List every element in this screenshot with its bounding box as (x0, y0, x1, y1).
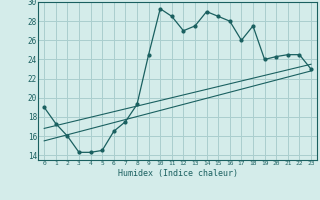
X-axis label: Humidex (Indice chaleur): Humidex (Indice chaleur) (118, 169, 238, 178)
